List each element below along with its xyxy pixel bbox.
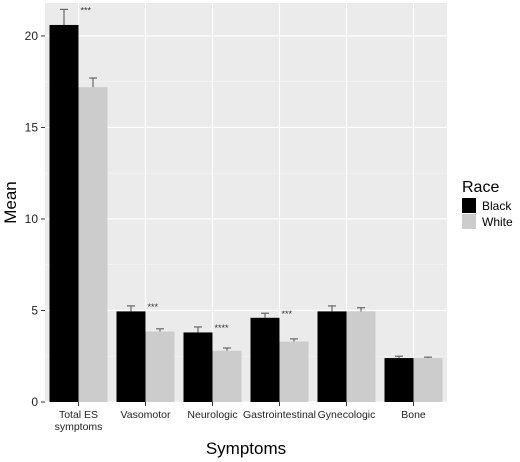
x-tick-label: Total ES symptoms	[55, 409, 103, 433]
error-bar	[223, 347, 231, 351]
bar-black	[183, 332, 213, 402]
error-bar	[328, 305, 336, 312]
error-bar	[156, 328, 164, 332]
x-axis-title: Symptoms	[206, 439, 286, 458]
bar-white	[346, 311, 376, 402]
x-tick-label: Gastrointestinal	[243, 409, 316, 421]
error-bar	[424, 356, 432, 359]
bar-black	[384, 358, 414, 402]
y-axis-title: Mean	[1, 181, 20, 224]
legend-label: White	[482, 215, 513, 229]
error-bar	[395, 355, 403, 359]
x-tick-label-line: Gastrointestinal	[243, 409, 316, 421]
error-bar	[60, 8, 68, 25]
y-tick-label: 20	[25, 29, 39, 43]
significance-label: ***	[282, 309, 293, 319]
error-bar	[261, 312, 269, 318]
y-tick-label: 0	[31, 395, 38, 409]
legend-label: Black	[482, 199, 512, 213]
x-tick-label: Neurologic	[187, 409, 237, 421]
bar-black	[317, 311, 347, 402]
significance-label: ***	[148, 302, 159, 312]
bar-black	[250, 317, 280, 402]
x-tick-label: Vasomotor	[121, 409, 171, 421]
significance-label: ***	[81, 5, 92, 15]
x-tick-label: Bone	[401, 409, 426, 421]
x-tick-label-line: symptoms	[55, 421, 103, 433]
y-tick-label: 15	[25, 120, 39, 134]
x-tick-label: Gynecologic	[318, 409, 376, 421]
bar-white	[413, 358, 443, 402]
error-bar	[194, 326, 202, 333]
bar-white	[212, 350, 242, 402]
error-bar	[357, 307, 365, 312]
x-tick-label-line: Gynecologic	[318, 409, 376, 421]
axis-ticks: 0 5 10 15 20 Total ES symptoms Vasomotor Neurolo…	[25, 29, 426, 433]
bar-black	[116, 311, 146, 402]
bar-white	[78, 87, 108, 402]
bars: *************	[49, 5, 443, 402]
legend-key-white	[462, 214, 476, 229]
x-tick-label-line: Vasomotor	[121, 409, 171, 421]
x-tick-label-line: Total ES	[59, 409, 98, 421]
error-bar	[89, 77, 97, 88]
bar-white	[279, 341, 309, 402]
bar-black	[49, 24, 79, 402]
bar-white	[145, 331, 175, 402]
significance-label: ****	[215, 323, 230, 333]
error-bar	[127, 305, 135, 312]
y-tick-label: 5	[31, 303, 38, 317]
legend: Race Black White	[462, 179, 513, 229]
error-bar	[290, 338, 298, 342]
legend-title: Race	[462, 179, 499, 196]
legend-key-black	[462, 198, 476, 213]
y-tick-label: 10	[25, 212, 39, 226]
plot-panel	[45, 3, 447, 402]
x-tick-label-line: Neurologic	[187, 409, 237, 421]
x-tick-label-line: Bone	[401, 409, 426, 421]
